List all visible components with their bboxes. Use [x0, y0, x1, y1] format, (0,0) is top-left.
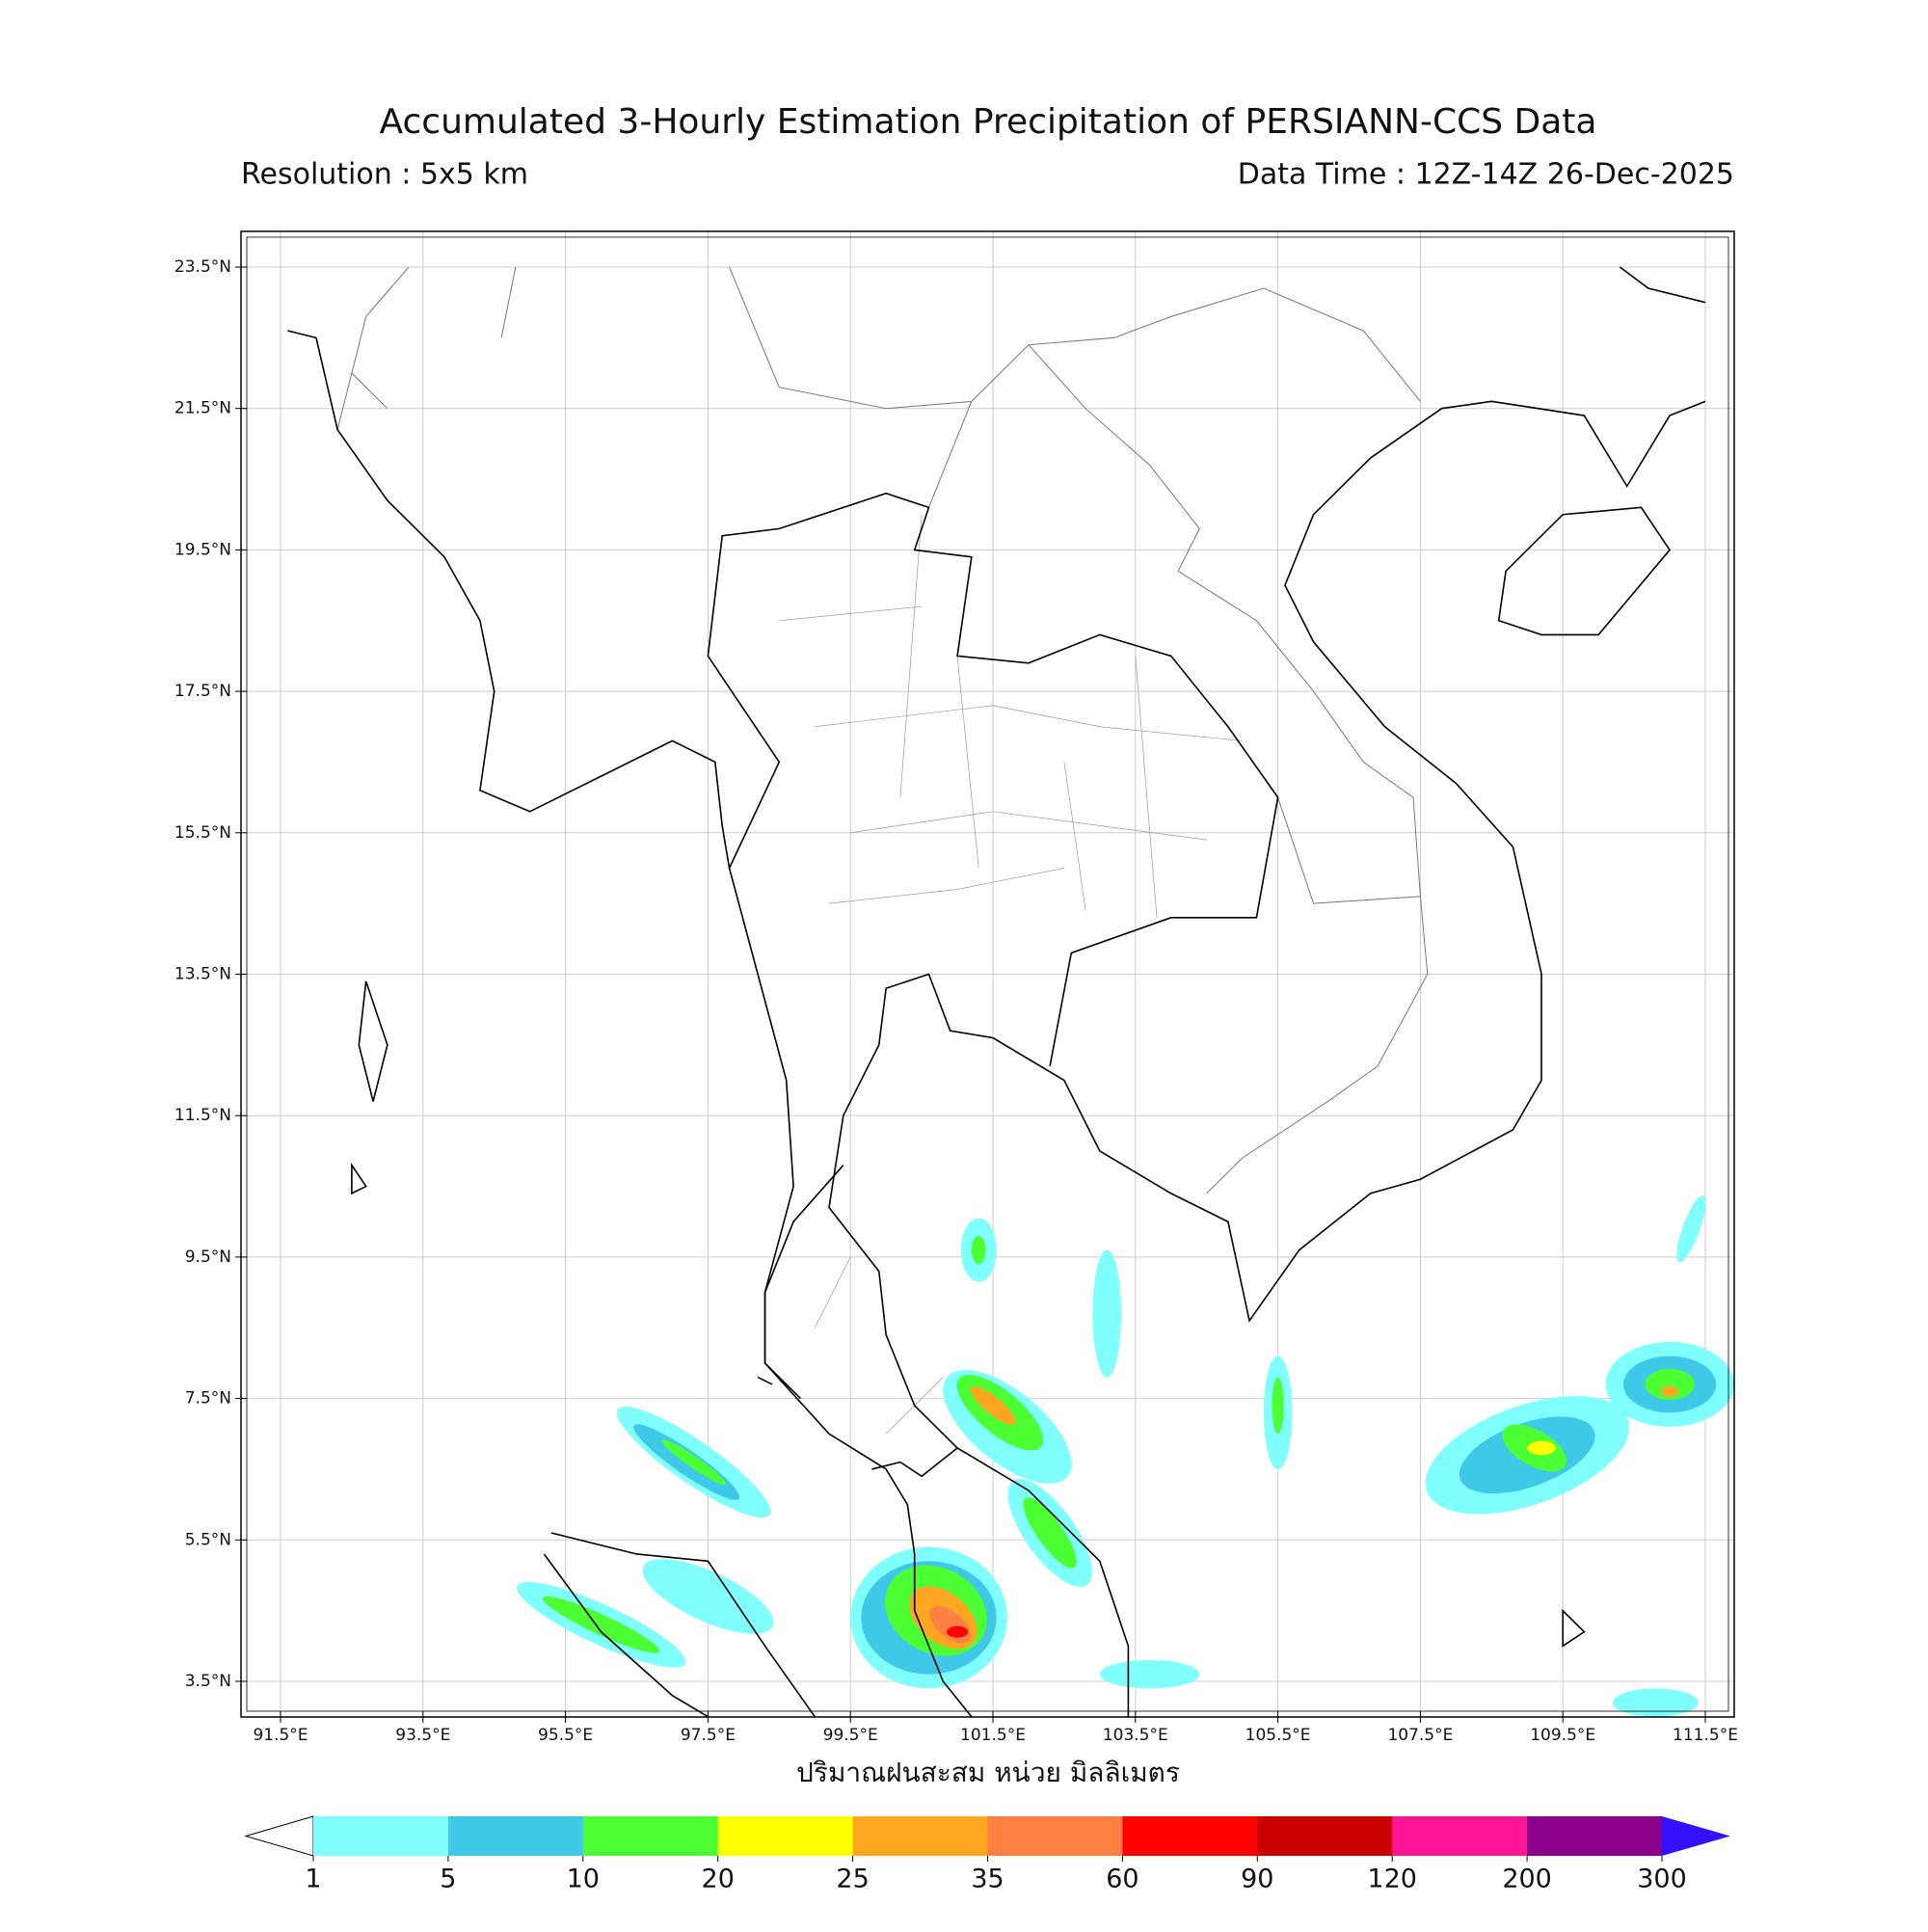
colorbar-tick-label: 35	[971, 1865, 1004, 1894]
lon-label: 109.5°E	[1530, 1726, 1595, 1745]
colorbar-segment	[1392, 1816, 1528, 1856]
lon-label: 111.5°E	[1673, 1726, 1738, 1745]
colorbar-segment	[1527, 1816, 1663, 1856]
lat-label: 11.5°N	[174, 1106, 231, 1125]
colorbar-segment	[1257, 1816, 1393, 1856]
colorbar-segment	[1122, 1816, 1258, 1856]
lon-label: 101.5°E	[960, 1726, 1026, 1745]
map	[287, 267, 1733, 1717]
colorbar-segment	[447, 1816, 584, 1856]
lat-label: 3.5°N	[185, 1672, 231, 1691]
lon-label: 97.5°E	[681, 1726, 736, 1745]
colorbar: 1 5 10 20 25 35 60 90 120 200 300	[244, 1815, 1730, 1894]
lat-label: 7.5°N	[185, 1389, 231, 1409]
colorbar-segment	[717, 1816, 854, 1856]
lon-label: 91.5°E	[253, 1726, 308, 1745]
lon-label: 93.5°E	[395, 1726, 450, 1745]
lon-label: 107.5°E	[1387, 1726, 1453, 1745]
map-inner-frame	[246, 236, 1729, 1712]
lat-label: 17.5°N	[174, 682, 231, 701]
lon-label: 99.5°E	[823, 1726, 878, 1745]
rain	[517, 1194, 1734, 1717]
colorbar-tick-label: 25	[836, 1865, 869, 1894]
colorbar-tick-label: 200	[1502, 1865, 1552, 1894]
lon-label: 103.5°E	[1103, 1726, 1168, 1745]
colorbar-segment	[313, 1816, 449, 1856]
data-time: Data Time : 12Z-14Z 26-Dec-2025	[1238, 158, 1734, 192]
x-axis-label: ปริมาณฝนสะสม หน่วย มิลลิเมตร	[796, 1757, 1180, 1788]
colorbar-over	[1662, 1816, 1730, 1856]
colorbar-segment	[582, 1816, 719, 1856]
colorbar-tick-label: 90	[1241, 1865, 1273, 1894]
colorbar-tick-label: 10	[567, 1865, 600, 1894]
colorbar-tick-label: 20	[702, 1865, 735, 1894]
map-frame	[240, 230, 1735, 1718]
lat-label: 9.5°N	[185, 1248, 231, 1267]
colorbar-segment	[987, 1816, 1123, 1856]
title: Accumulated 3-Hourly Estimation Precipit…	[380, 102, 1597, 142]
lat-label: 5.5°N	[185, 1530, 231, 1549]
colorbar-under	[244, 1815, 314, 1857]
resolution: Resolution : 5x5 km	[241, 158, 528, 192]
lat-label: 19.5°N	[174, 540, 231, 559]
colorbar-tick-label: 5	[440, 1865, 456, 1894]
colorbar-tick-label: 1	[305, 1865, 321, 1894]
colorbar-tick-label: 60	[1106, 1865, 1138, 1894]
lon-label: 95.5°E	[538, 1726, 593, 1745]
lat-label: 13.5°N	[174, 965, 231, 984]
lat-label: 15.5°N	[174, 823, 231, 843]
colorbar-segment	[852, 1816, 988, 1856]
map-layer	[287, 267, 1733, 1717]
grid: 23.5°N 21.5°N 19.5°N 17.5°N 15.5°N 13.5°N 11.5…	[174, 231, 1738, 1745]
lat-label: 21.5°N	[174, 399, 231, 418]
colorbar-tick-label: 300	[1637, 1865, 1687, 1894]
lat-label: 23.5°N	[174, 257, 231, 277]
lon-label: 105.5°E	[1245, 1726, 1311, 1745]
colorbar-tick-label: 120	[1367, 1865, 1417, 1894]
